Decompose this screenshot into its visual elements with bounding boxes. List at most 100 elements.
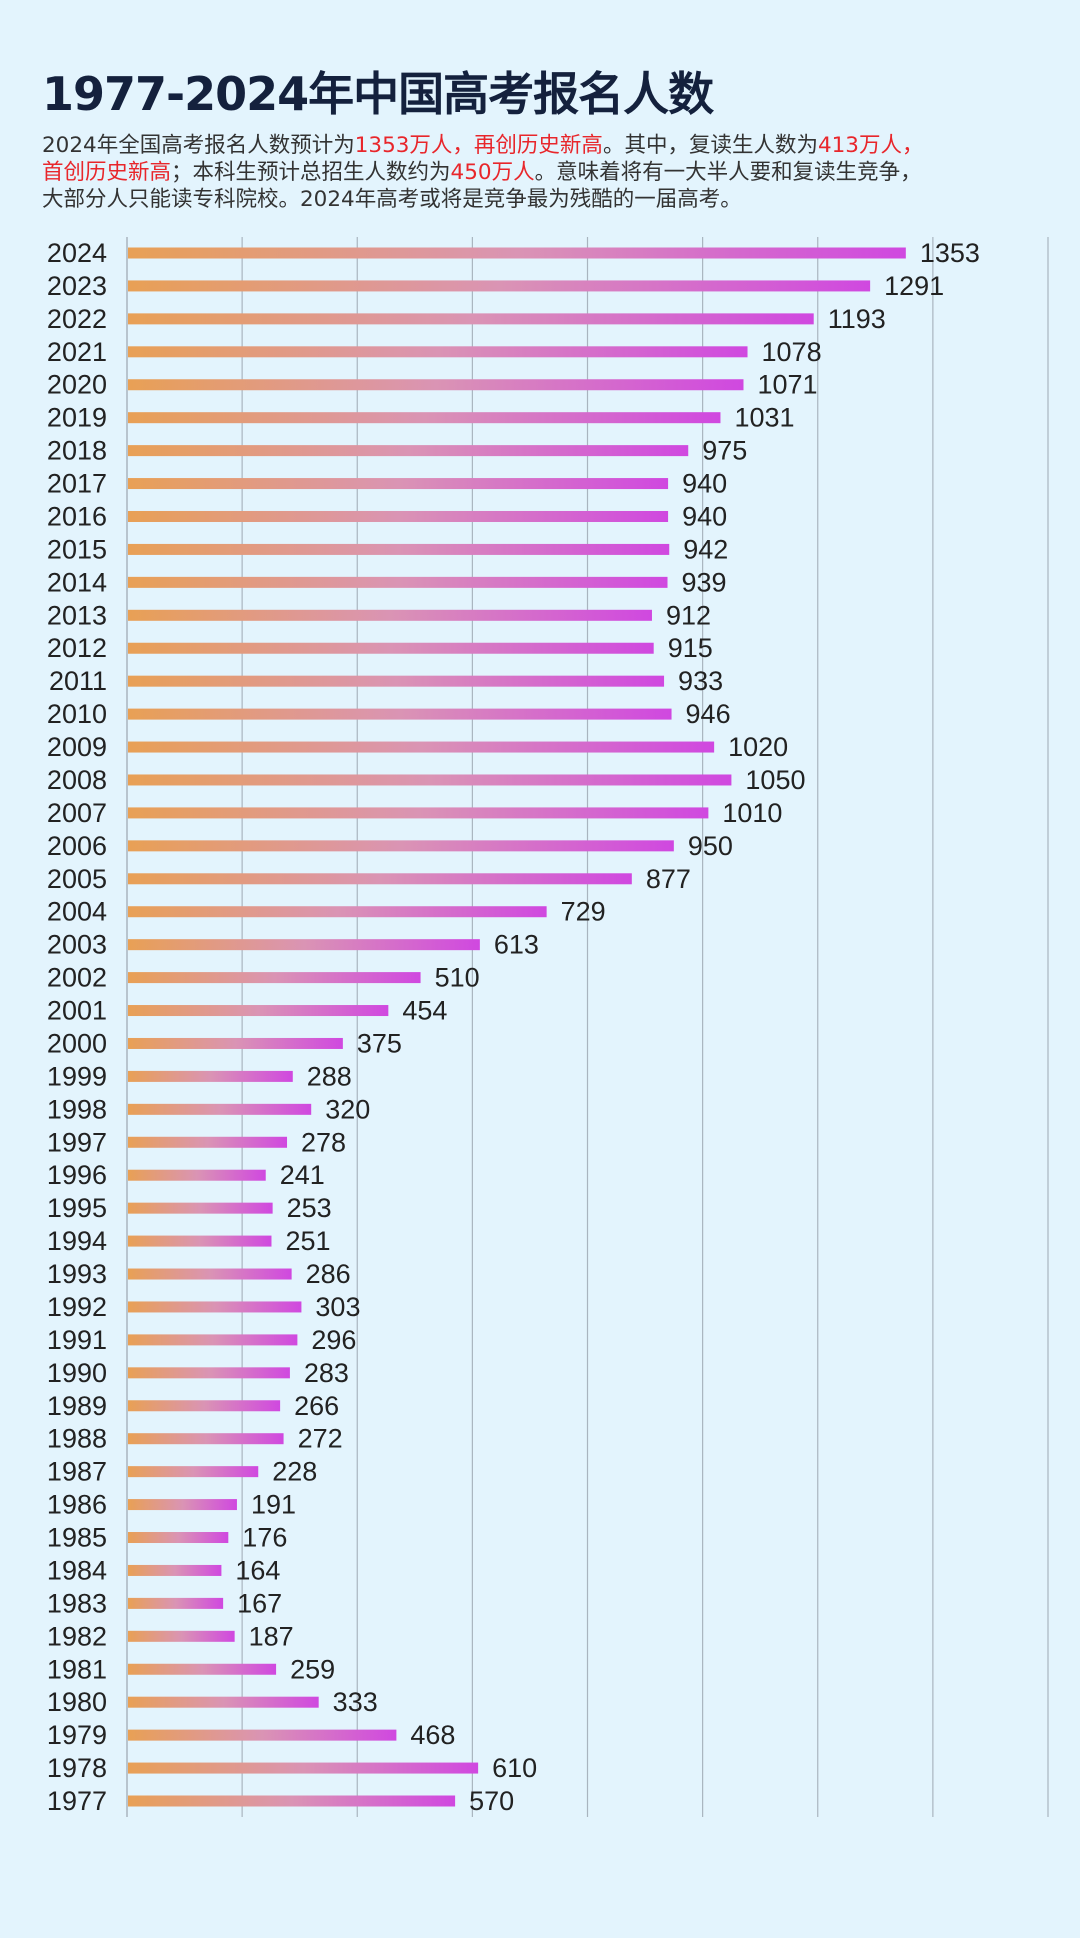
value-label: 975 (702, 436, 747, 466)
value-label: 176 (242, 1523, 287, 1553)
value-label: 940 (682, 501, 727, 531)
year-label: 1988 (47, 1424, 107, 1454)
year-label: 1984 (47, 1555, 107, 1585)
highlight-text: 413万人， (817, 133, 924, 158)
value-label: 375 (357, 1028, 402, 1058)
bar (128, 1564, 222, 1576)
year-label: 1995 (47, 1193, 107, 1223)
year-label: 1991 (47, 1325, 107, 1355)
value-label: 288 (307, 1061, 352, 1091)
year-label: 1989 (47, 1391, 107, 1421)
bar (128, 1696, 319, 1708)
year-label: 1980 (47, 1687, 107, 1717)
bar (128, 642, 654, 654)
bar (128, 247, 906, 259)
year-label: 1986 (47, 1490, 107, 1520)
bar (128, 576, 668, 588)
value-label: 950 (688, 831, 733, 861)
description-text: 。意味着将有一大半人要和复读生竞争， (534, 160, 922, 185)
year-label: 2003 (47, 930, 107, 960)
value-label: 333 (333, 1687, 378, 1717)
year-label: 2005 (47, 864, 107, 894)
value-label: 187 (249, 1621, 294, 1651)
bar (128, 1663, 277, 1675)
value-label: 320 (325, 1094, 370, 1124)
year-label: 1985 (47, 1523, 107, 1553)
bar (128, 1070, 293, 1082)
year-label: 2014 (47, 567, 107, 597)
value-label: 912 (666, 600, 711, 630)
year-label: 2001 (47, 996, 107, 1026)
value-label: 915 (668, 633, 713, 663)
highlight-text: 1353万人，再创历史新高 (354, 133, 603, 158)
bar (128, 543, 670, 555)
bar (128, 1103, 312, 1115)
bar (128, 675, 665, 687)
value-label: 253 (287, 1193, 332, 1223)
value-label: 272 (298, 1424, 343, 1454)
year-label: 2007 (47, 798, 107, 828)
bar (128, 510, 669, 522)
value-label: 942 (683, 534, 728, 564)
year-label: 2011 (49, 666, 107, 696)
value-label: 729 (561, 897, 606, 927)
year-label: 2015 (47, 534, 107, 564)
bar (128, 1532, 229, 1544)
value-label: 1078 (762, 337, 822, 367)
value-label: 510 (435, 963, 480, 993)
bar (128, 346, 748, 358)
bar (128, 1630, 235, 1642)
value-label: 877 (646, 864, 691, 894)
bar (128, 1367, 290, 1379)
value-label: 1031 (734, 403, 794, 433)
value-label: 191 (251, 1490, 296, 1520)
highlight-text: 450万人 (450, 160, 535, 185)
year-label: 1981 (47, 1654, 107, 1684)
value-label: 1353 (920, 238, 980, 268)
year-label: 1992 (47, 1292, 107, 1322)
value-label: 570 (469, 1786, 514, 1816)
year-label: 2022 (47, 304, 107, 334)
bar (128, 807, 709, 819)
year-label: 2012 (47, 633, 107, 663)
description: 2024年全国高考报名人数预计为1353万人，再创历史新高。其中，复读生人数为4… (42, 132, 924, 213)
description-line: 大部分人只能读专科院校。2024年高考或将是竞争最为残酷的一届高考。 (42, 186, 924, 213)
bar (128, 445, 689, 457)
bar (128, 1136, 288, 1148)
value-label: 167 (237, 1588, 282, 1618)
year-label: 1978 (47, 1753, 107, 1783)
value-label: 946 (686, 699, 731, 729)
value-label: 266 (294, 1391, 339, 1421)
value-label: 164 (235, 1555, 280, 1585)
value-label: 303 (315, 1292, 360, 1322)
page-title: 1977-2024年中国高考报名人数 (42, 67, 714, 121)
value-label: 1020 (728, 732, 788, 762)
year-label: 1983 (47, 1588, 107, 1618)
bar (128, 1400, 281, 1412)
value-label: 241 (280, 1160, 325, 1190)
year-label: 1979 (47, 1720, 107, 1750)
bar (128, 1037, 343, 1049)
year-label: 1990 (47, 1358, 107, 1388)
year-label: 1977 (47, 1786, 107, 1816)
bar (128, 1597, 224, 1609)
bar (128, 379, 744, 391)
year-label: 2017 (47, 469, 107, 499)
year-label: 2002 (47, 963, 107, 993)
highlight-text: 首创历史新高 (42, 160, 172, 185)
description-line: 2024年全国高考报名人数预计为1353万人，再创历史新高。其中，复读生人数为4… (42, 132, 924, 159)
bar (128, 1795, 456, 1807)
year-label: 2010 (47, 699, 107, 729)
year-label: 1996 (47, 1160, 107, 1190)
description-text: 大部分人只能读专科院校。2024年高考或将是竞争最为残酷的一届高考。 (42, 187, 742, 212)
value-label: 940 (682, 469, 727, 499)
bar (128, 1169, 266, 1181)
description-text: ；本科生预计总招生人数约为 (171, 160, 451, 185)
value-label: 610 (492, 1753, 537, 1783)
year-label: 2004 (47, 897, 107, 927)
bar (128, 1268, 292, 1280)
year-label: 2021 (47, 337, 107, 367)
value-label: 259 (290, 1654, 335, 1684)
bar (128, 906, 547, 918)
